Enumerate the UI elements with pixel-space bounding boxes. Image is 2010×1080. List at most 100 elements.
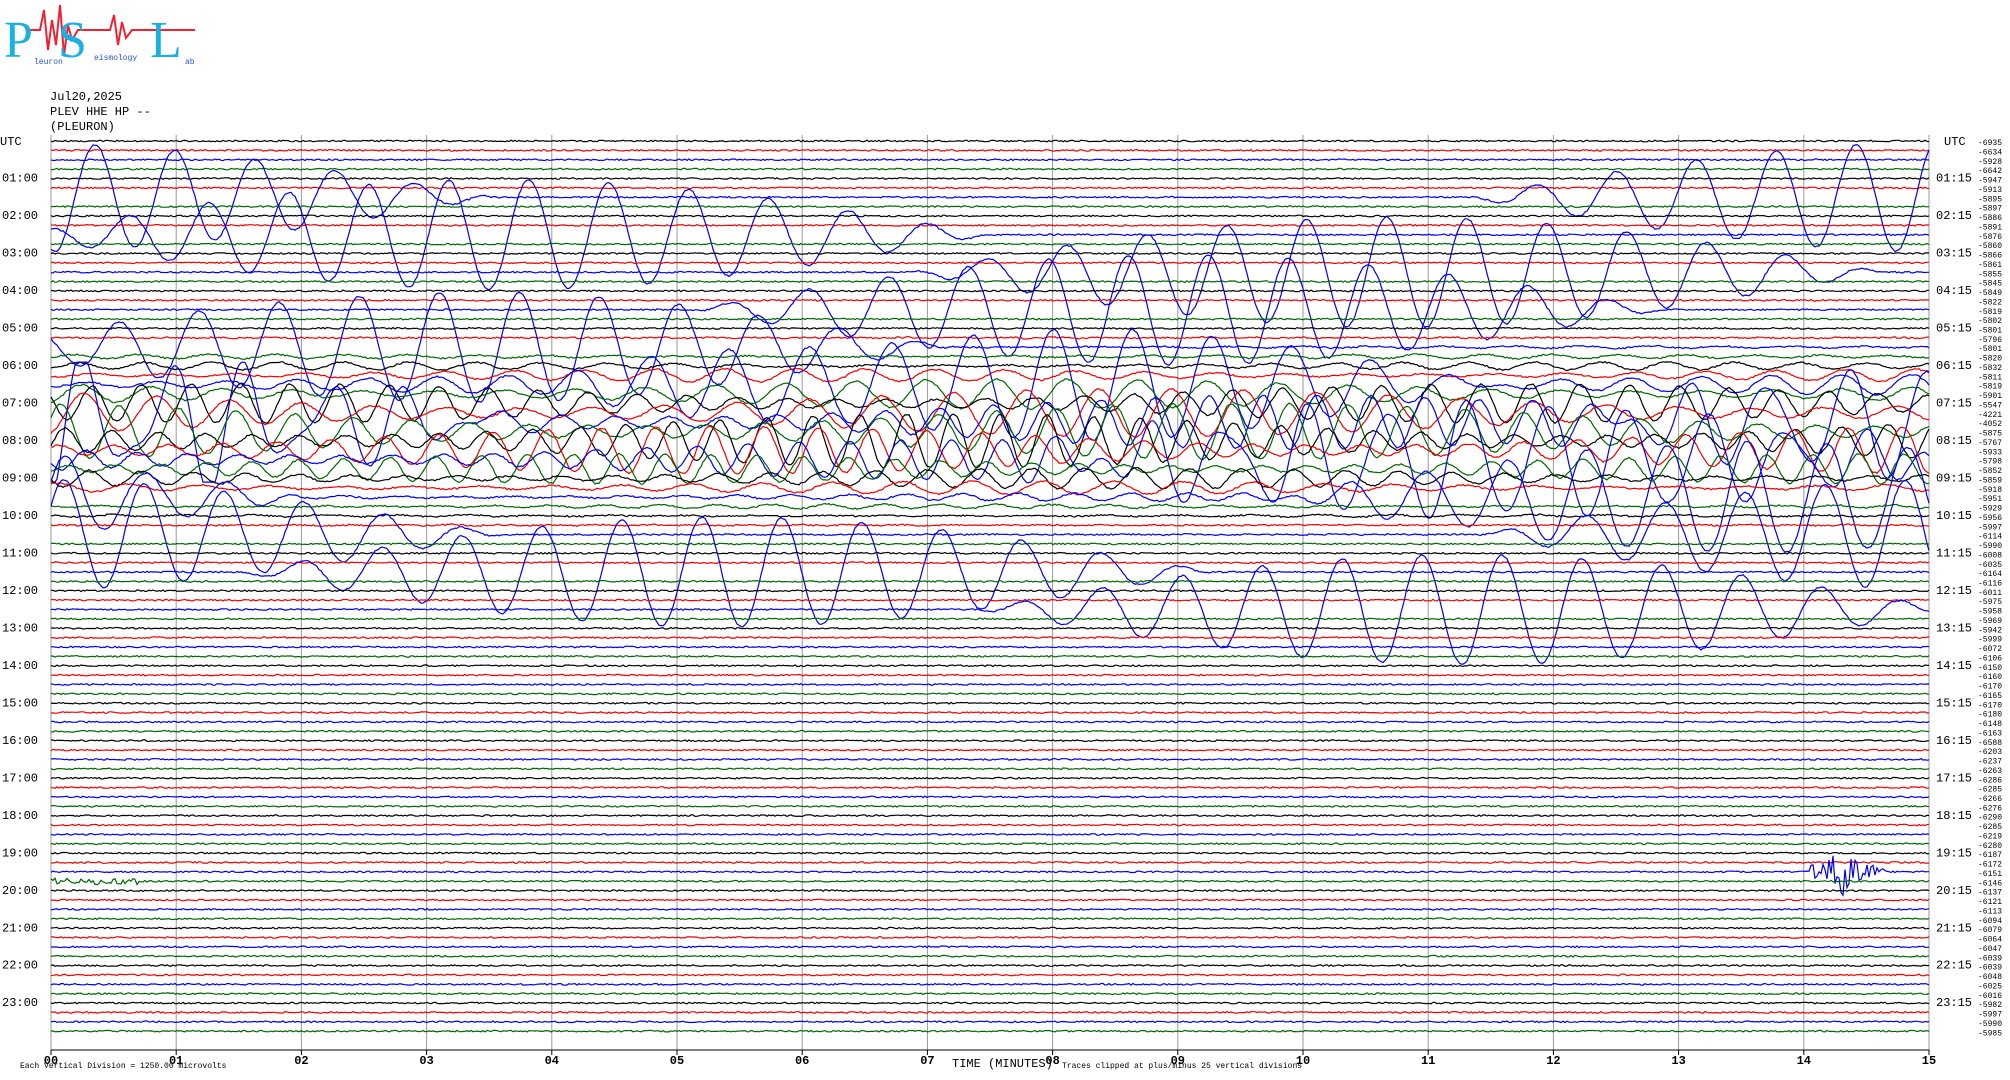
trace: [50, 785, 1930, 790]
trace: [50, 353, 1929, 360]
trace-offset: -5859: [1978, 476, 2002, 485]
trace: [50, 502, 1930, 510]
trace-offset: -5982: [1978, 1001, 2002, 1010]
trace-offset: -5875: [1978, 430, 2002, 439]
hour-label-left: 03:00: [2, 247, 38, 261]
hour-label-right: 07:15: [1936, 397, 1972, 411]
hour-label-left: 13:00: [2, 621, 38, 635]
trace: [50, 214, 1930, 218]
trace-offset: -6039: [1978, 964, 2002, 973]
hour-label-left: 20:00: [2, 884, 38, 898]
trace-offset: -6219: [1978, 832, 2002, 841]
trace: [50, 261, 1929, 265]
hour-label-right: 12:15: [1936, 584, 1972, 598]
trace: [50, 1029, 1930, 1033]
x-tick-label: 10: [1296, 1054, 1310, 1068]
trace-offset: -6072: [1978, 645, 2002, 654]
trace: [50, 523, 1930, 528]
trace-offset: -6150: [1978, 664, 2002, 673]
trace: [50, 654, 1930, 658]
trace-offset: -5918: [1978, 486, 2002, 495]
trace-offset: -6137: [1978, 889, 2002, 898]
trace-offset: -6935: [1978, 139, 2002, 148]
trace-offset: -6106: [1978, 654, 2002, 663]
x-tick-label: 03: [419, 1054, 433, 1068]
trace-offset: -6290: [1978, 814, 2002, 823]
trace-offset: -6116: [1978, 579, 2002, 588]
trace: [50, 186, 1930, 190]
hour-label-right: 20:15: [1936, 884, 1972, 898]
trace: [50, 1020, 1930, 1024]
trace-offset: -6008: [1978, 551, 2002, 560]
x-tick-label: 07: [920, 1054, 934, 1068]
hour-label-left: 17:00: [2, 771, 38, 785]
trace-offset: -5897: [1978, 205, 2002, 214]
trace: [50, 954, 1929, 958]
hour-label-left: 09:00: [2, 471, 38, 485]
trace: [50, 251, 1929, 255]
trace: [51, 757, 1930, 761]
trace-offset: -6285: [1978, 786, 2002, 795]
trace: [50, 701, 1930, 705]
x-tick-label: 11: [1421, 1054, 1435, 1068]
trace: [50, 561, 1930, 565]
trace: [50, 598, 1930, 602]
trace: [50, 973, 1930, 977]
trace-offset: -5876: [1978, 233, 2002, 242]
x-tick-label: 13: [1671, 1054, 1685, 1068]
footer-note: Traces clipped at plus/minus 25 vertical…: [1062, 1062, 1302, 1071]
hour-label-right: 23:15: [1936, 996, 1972, 1010]
trace-offset: -5767: [1978, 439, 2002, 448]
trace-offset: -6047: [1978, 945, 2002, 954]
trace-offset: -5852: [1978, 467, 2002, 476]
trace-offset: -5819: [1978, 308, 2002, 317]
hour-label-left: 07:00: [2, 397, 38, 411]
trace: [50, 254, 1930, 366]
trace: [50, 326, 1930, 331]
trace: [50, 298, 1930, 302]
trace: [50, 1001, 1930, 1005]
trace-offset: -6276: [1978, 804, 2002, 813]
trace-offset: -6266: [1978, 795, 2002, 804]
trace-offset: -6160: [1978, 673, 2002, 682]
trace: [50, 513, 1930, 519]
trace-offset: -6286: [1978, 776, 2002, 785]
logo-letter: S: [58, 12, 87, 69]
trace: [50, 917, 1930, 921]
trace-offset: -5860: [1978, 242, 2002, 251]
trace-offset: -6172: [1978, 861, 2002, 870]
trace-offset: -6094: [1978, 917, 2002, 926]
trace-offset: -6280: [1978, 842, 2002, 851]
hour-label-left: 01:00: [2, 172, 38, 186]
trace: [50, 158, 1930, 162]
trace: [50, 926, 1930, 930]
trace-offset: -5913: [1978, 186, 2002, 195]
trace: [50, 360, 1930, 372]
site: (PLEURON): [50, 120, 115, 134]
trace-offset: -6187: [1978, 851, 2002, 860]
trace: [50, 832, 1930, 836]
trace: [50, 317, 1930, 321]
trace: [50, 729, 1930, 733]
trace: [50, 378, 1930, 411]
trace-offset: -6039: [1978, 954, 2002, 963]
hour-label-right: 02:15: [1936, 209, 1972, 223]
logo-letter: L: [150, 12, 182, 69]
trace: [50, 1010, 1930, 1014]
x-tick-label: 06: [795, 1054, 809, 1068]
trace: [50, 466, 1930, 490]
hour-label-right: 03:15: [1936, 247, 1972, 261]
station: PLEV HHE HP --: [50, 105, 151, 119]
trace: [50, 889, 1930, 893]
trace-offset: -5947: [1978, 177, 2002, 186]
trace-offset: -6064: [1978, 936, 2002, 945]
trace: [50, 179, 1930, 291]
hour-label-left: 10:00: [2, 509, 38, 523]
hour-label-left: 02:00: [2, 209, 38, 223]
trace: [50, 907, 1930, 911]
trace: [50, 711, 1930, 715]
trace-offset: -5811: [1978, 373, 2002, 382]
trace-offset: -6048: [1978, 973, 2002, 982]
trace-offset: -5547: [1978, 401, 2002, 410]
